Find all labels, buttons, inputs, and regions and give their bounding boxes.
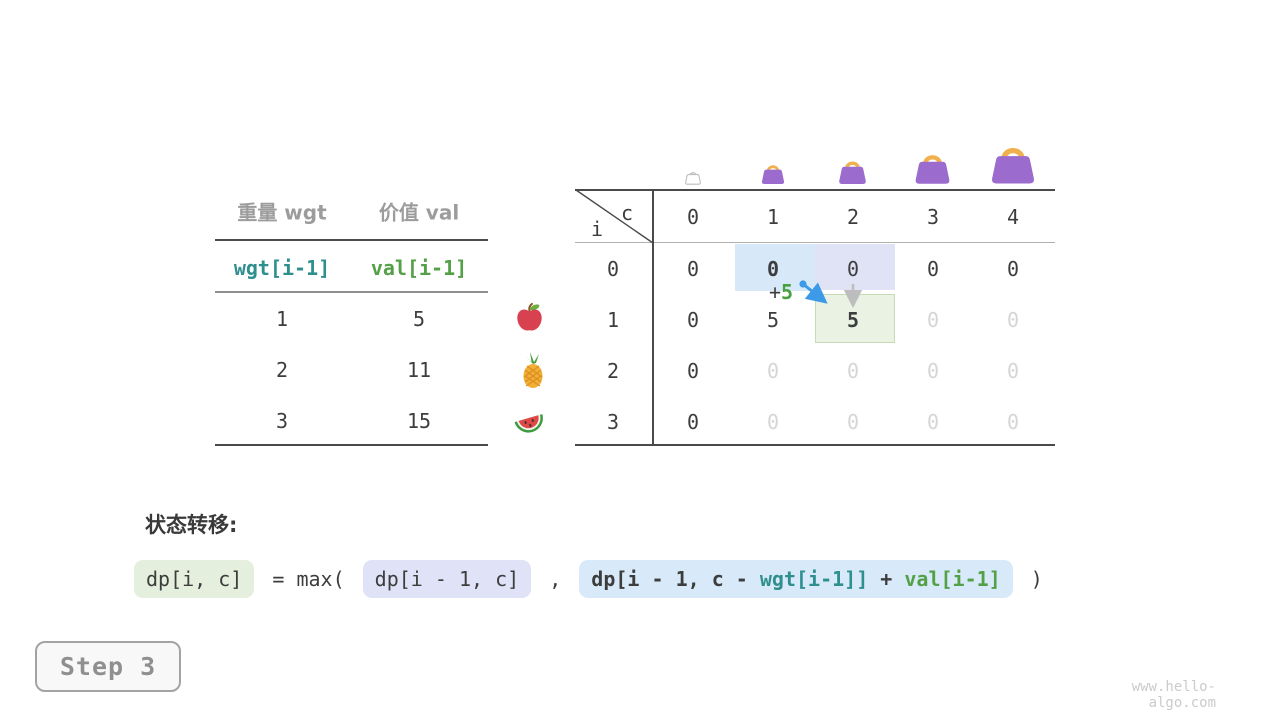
items-table-header-weight: 重量 wgt: [237, 200, 327, 225]
dp-cell-r3-c1: 0: [766, 410, 780, 434]
bag-capacity-3-icon: [914, 152, 951, 189]
dp-cell-r2-c4: 0: [1006, 359, 1020, 383]
dp-cell-r1-c4: 0: [1006, 308, 1020, 332]
dp-cell-r3-c4: 0: [1006, 410, 1020, 434]
state-transition-formula: dp[i, c] = max( dp[i - 1, c] , dp[i - 1,…: [128, 560, 1043, 598]
step-badge: Step 3: [35, 641, 181, 692]
items-table-index-val: val[i-1]: [370, 256, 468, 280]
bag-capacity-1-icon: [761, 163, 785, 189]
item-row-wgt: 3: [275, 409, 289, 433]
dp-row-header-1: 1: [606, 308, 620, 332]
dp-col-header-1: 1: [766, 205, 780, 229]
dp-cell-r0-c1: 0: [766, 257, 780, 281]
item-row-val: 11: [406, 358, 432, 382]
dp-cell-r2-c0: 0: [686, 359, 700, 383]
dp-cell-r3-c0: 0: [686, 410, 700, 434]
dp-row-header-3: 3: [606, 410, 620, 434]
plus-sign: +: [768, 280, 781, 304]
dp-table-rule-bottom: [575, 444, 1055, 446]
formula-close-paren: ): [1018, 567, 1043, 591]
add-value: 5: [781, 280, 794, 304]
bag-capacity-2-icon: [838, 159, 867, 189]
dp-cell-r1-c1: 5: [766, 308, 780, 332]
apple-icon: [514, 302, 545, 337]
formula-arg2-wgt: wgt[i-1]]: [759, 567, 869, 591]
dp-cell-r1-c2: 5: [846, 308, 860, 332]
items-table-rule-mid: [215, 291, 488, 293]
formula-eq-max: = max(: [260, 567, 357, 591]
items-table-rule-top: [215, 239, 488, 241]
dp-row-header-0: 0: [606, 257, 620, 281]
formula-comma: ,: [537, 567, 574, 591]
item-row-wgt: 2: [275, 358, 289, 382]
items-table-rule-bottom: [215, 444, 488, 446]
dp-cell-r1-c0: 0: [686, 308, 700, 332]
item-row-val: 15: [406, 409, 432, 433]
dp-row-header-2: 2: [606, 359, 620, 383]
bag-capacity-4-icon: [990, 144, 1036, 189]
formula-arg1: dp[i - 1, c]: [362, 560, 532, 598]
bag-capacity-0-icon: [685, 170, 701, 189]
formula-arg2-prefix: dp[i - 1, c -: [591, 567, 760, 591]
pineapple-icon: [517, 352, 549, 394]
dp-corner-row-var: i: [590, 217, 604, 241]
dp-corner-diagonal: [575, 189, 654, 244]
formula-arg2: dp[i - 1, c - wgt[i-1]] + val[i-1]: [579, 560, 1013, 598]
dp-table-rule-top: [575, 189, 1055, 191]
highlight-cell-prev-row-c2: [815, 244, 895, 290]
dp-corner-col-var: c: [620, 201, 634, 225]
transition-add-value-label: +5: [769, 280, 793, 304]
dp-col-header-3: 3: [926, 205, 940, 229]
dp-cell-r1-c3: 0: [926, 308, 940, 332]
item-row-val: 5: [412, 307, 426, 331]
watermelon-icon: [512, 406, 547, 441]
dp-col-header-0: 0: [686, 205, 700, 229]
dp-table-rule-header: [575, 242, 1055, 243]
dp-cell-r0-c0: 0: [686, 257, 700, 281]
dp-cell-r0-c4: 0: [1006, 257, 1020, 281]
dp-cell-r2-c3: 0: [926, 359, 940, 383]
formula-lhs: dp[i, c]: [134, 560, 255, 598]
dp-cell-r0-c2: 0: [846, 257, 860, 281]
items-table-header-value: 价值 val: [378, 200, 460, 225]
item-row-wgt: 1: [275, 307, 289, 331]
dp-table-rule-vertical: [652, 189, 654, 446]
state-transition-label: 状态转移:: [145, 513, 238, 537]
items-table-index-wgt: wgt[i-1]: [233, 256, 331, 280]
formula-arg2-plus: +: [868, 567, 905, 591]
dp-cell-r2-c1: 0: [766, 359, 780, 383]
dp-cell-r3-c3: 0: [926, 410, 940, 434]
formula-arg2-val: val[i-1]: [904, 567, 1001, 591]
watermark: www.hello-algo.com: [1131, 679, 1216, 711]
dp-col-header-2: 2: [846, 205, 860, 229]
dp-col-header-4: 4: [1006, 205, 1020, 229]
dp-cell-r2-c2: 0: [846, 359, 860, 383]
dp-cell-r3-c2: 0: [846, 410, 860, 434]
dp-cell-r0-c3: 0: [926, 257, 940, 281]
